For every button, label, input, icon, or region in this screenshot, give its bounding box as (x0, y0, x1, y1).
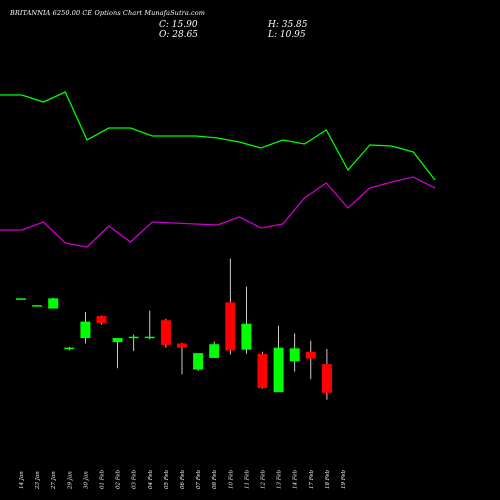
x-axis-labels: 14 Jan 23 Jan 27 Jan 29 Jan 30 Jan 01 Feb 02 F… (19, 469, 347, 490)
x-tick-label: 05 Feb (164, 469, 170, 489)
candle-body (273, 347, 284, 393)
x-tick-label: 10 Feb (228, 469, 234, 489)
candle-body (177, 343, 187, 348)
indicator-lines (0, 91, 436, 248)
candle-body (128, 336, 139, 339)
x-tick-label: 13 Feb (277, 469, 283, 489)
candle-body (241, 323, 252, 350)
candle-body (257, 353, 268, 389)
x-tick-label: 12 Feb (261, 469, 267, 489)
candle-body (96, 316, 107, 323)
candle-body (144, 336, 155, 339)
candle-body (305, 351, 316, 359)
candle-body (209, 344, 220, 358)
candle-body (225, 302, 236, 351)
candle-body (321, 364, 332, 393)
x-tick-label: 30 Jan (83, 471, 89, 489)
low-value: L: 10.95 (268, 30, 306, 40)
x-tick-label: 17 Feb (309, 469, 315, 489)
x-tick-label: 02 Feb (116, 469, 122, 489)
x-tick-label: 04 Feb (148, 469, 154, 489)
x-tick-label: 07 Feb (196, 469, 202, 489)
x-tick-label: 08 Feb (212, 469, 218, 489)
close-value: C: 15.90 (159, 20, 198, 30)
indicator-line-1 (0, 176, 436, 248)
x-tick-label: 11 Feb (244, 469, 250, 489)
x-tick-label: 18 Feb (325, 469, 331, 489)
candlesticks (16, 258, 332, 400)
candle-body (64, 347, 75, 350)
candle-body (16, 298, 26, 300)
candle-body (48, 298, 59, 309)
high-value: H: 35.85 (268, 20, 308, 30)
x-tick-label: 19 Feb (341, 469, 347, 489)
x-tick-label: 06 Feb (180, 469, 186, 489)
indicator-line-0 (0, 91, 436, 181)
candle-body (289, 348, 300, 362)
x-tick-label: 29 Jan (67, 471, 73, 490)
open-value: O: 28.65 (159, 30, 199, 40)
x-tick-label: 03 Feb (132, 469, 138, 489)
x-tick-label: 27 Jan (51, 471, 57, 490)
candle-body (80, 321, 91, 339)
x-tick-label: 23 Jan (35, 471, 41, 490)
candle-body (193, 353, 204, 370)
x-tick-label: 14 Feb (293, 469, 299, 489)
chart-title: BRITANNIA 6250.00 CE Options Chart Munaf… (10, 9, 206, 17)
x-tick-label: 14 Jan (19, 471, 25, 489)
candle-body (160, 320, 171, 345)
candle-body (32, 305, 43, 307)
x-tick-label: 01 Feb (100, 469, 106, 489)
candle-body (112, 338, 123, 343)
